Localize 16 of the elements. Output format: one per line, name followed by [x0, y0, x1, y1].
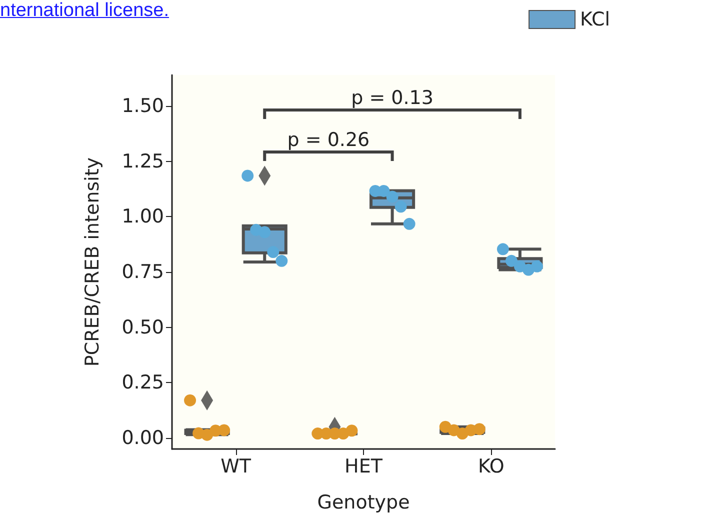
y-axis-title: PCREB/CREB intensity: [82, 157, 104, 367]
y-tick-label: 0.25: [122, 372, 164, 394]
annotation: p = 0.13: [351, 87, 434, 109]
y-tick-label: 1.25: [122, 150, 164, 172]
x-tick-label: HET: [344, 456, 383, 478]
annotation: p = 0.26: [287, 129, 370, 151]
legend-label: KCl: [580, 8, 610, 30]
y-tick-label: 1.50: [122, 94, 164, 117]
x-tick-label: KO: [478, 456, 504, 478]
y-tick-label: 0.50: [122, 316, 164, 338]
y-tick-label: 0.75: [122, 260, 164, 283]
x-tick-label: WT: [220, 456, 252, 478]
y-tick-label: 0.00: [122, 426, 164, 449]
text: nternational license.: [0, 0, 169, 22]
y-tick-label: 1.00: [122, 206, 164, 228]
x-axis-title: Genotype: [317, 492, 410, 514]
